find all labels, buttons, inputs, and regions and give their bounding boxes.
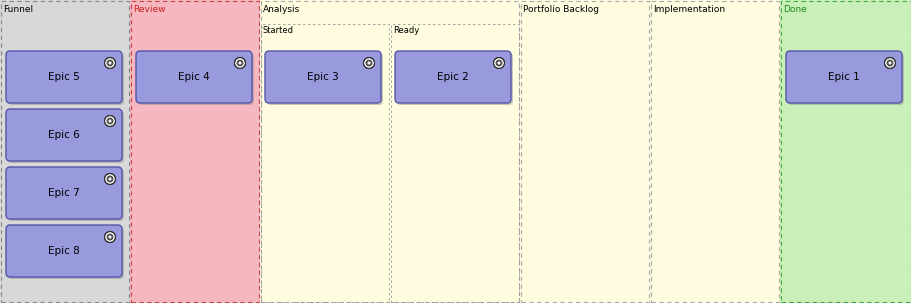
- Text: Review: Review: [133, 5, 165, 14]
- Circle shape: [885, 59, 893, 66]
- FancyBboxPatch shape: [396, 53, 512, 105]
- Circle shape: [365, 59, 372, 66]
- Circle shape: [107, 175, 113, 182]
- Circle shape: [107, 234, 113, 241]
- Bar: [779, 0, 911, 303]
- Circle shape: [497, 62, 500, 65]
- Bar: [261, 24, 389, 302]
- FancyBboxPatch shape: [6, 225, 122, 277]
- Bar: [520, 1, 649, 302]
- FancyBboxPatch shape: [6, 51, 122, 103]
- Text: Analysis: Analysis: [262, 5, 300, 14]
- Circle shape: [363, 58, 374, 68]
- Circle shape: [884, 58, 895, 68]
- Text: Epic 5: Epic 5: [48, 72, 80, 82]
- Circle shape: [495, 59, 502, 66]
- FancyBboxPatch shape: [8, 227, 124, 279]
- Circle shape: [105, 115, 116, 126]
- Text: Epic 2: Epic 2: [436, 72, 468, 82]
- Circle shape: [887, 62, 891, 65]
- Bar: [0, 0, 130, 303]
- Text: Portfolio Backlog: Portfolio Backlog: [522, 5, 599, 14]
- Text: Done: Done: [783, 5, 806, 14]
- FancyBboxPatch shape: [8, 111, 124, 163]
- Circle shape: [105, 231, 116, 242]
- Text: Epic 6: Epic 6: [48, 130, 80, 140]
- FancyBboxPatch shape: [785, 51, 901, 103]
- Circle shape: [108, 119, 111, 122]
- Circle shape: [105, 174, 116, 185]
- Bar: [1, 1, 128, 302]
- Circle shape: [236, 59, 243, 66]
- FancyBboxPatch shape: [6, 167, 122, 219]
- Text: Epic 4: Epic 4: [178, 72, 210, 82]
- Text: Epic 1: Epic 1: [827, 72, 859, 82]
- Circle shape: [239, 62, 241, 65]
- Bar: [780, 1, 910, 302]
- Text: Epic 3: Epic 3: [307, 72, 339, 82]
- FancyBboxPatch shape: [394, 51, 510, 103]
- Text: Epic 8: Epic 8: [48, 246, 80, 256]
- Circle shape: [107, 59, 113, 66]
- Bar: [650, 0, 779, 303]
- Circle shape: [107, 118, 113, 125]
- FancyBboxPatch shape: [136, 51, 251, 103]
- Circle shape: [108, 235, 111, 238]
- Text: Implementation: Implementation: [652, 5, 724, 14]
- FancyBboxPatch shape: [8, 53, 124, 105]
- Circle shape: [493, 58, 504, 68]
- FancyBboxPatch shape: [8, 169, 124, 221]
- Text: Started: Started: [262, 25, 293, 35]
- Circle shape: [234, 58, 245, 68]
- FancyBboxPatch shape: [138, 53, 254, 105]
- Bar: [130, 0, 260, 303]
- Bar: [391, 24, 518, 302]
- FancyBboxPatch shape: [787, 53, 903, 105]
- FancyBboxPatch shape: [265, 51, 381, 103]
- FancyBboxPatch shape: [267, 53, 383, 105]
- Text: Epic 7: Epic 7: [48, 188, 80, 198]
- Text: Funnel: Funnel: [3, 5, 33, 14]
- Bar: [650, 1, 778, 302]
- Text: Ready: Ready: [393, 25, 419, 35]
- Bar: [261, 1, 518, 302]
- Circle shape: [105, 58, 116, 68]
- Bar: [131, 1, 259, 302]
- Bar: [260, 0, 519, 303]
- Circle shape: [108, 62, 111, 65]
- Circle shape: [367, 62, 370, 65]
- FancyBboxPatch shape: [6, 109, 122, 161]
- Circle shape: [108, 178, 111, 181]
- Bar: [519, 0, 650, 303]
